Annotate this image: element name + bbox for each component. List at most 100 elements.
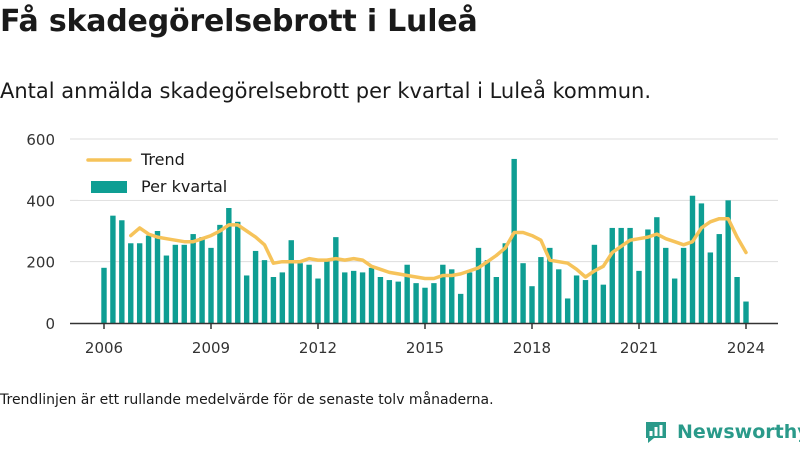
bar	[279, 272, 286, 323]
y-tick-label: 200	[26, 254, 55, 272]
bar	[377, 277, 384, 323]
bar	[350, 270, 357, 323]
bar	[208, 247, 214, 323]
bar	[449, 269, 455, 323]
footnote: Trendlinjen är ett rullande medelvärde f…	[0, 392, 494, 408]
y-tick-label: 0	[45, 315, 55, 333]
bar	[618, 227, 624, 323]
trend-line	[129, 216, 748, 281]
bar	[511, 158, 517, 323]
bar	[475, 247, 482, 323]
bar	[734, 277, 740, 323]
chart-subtitle: Antal anmälda skadegörelsebrott per kvar…	[0, 79, 651, 103]
bar	[627, 227, 633, 323]
bar	[671, 278, 678, 323]
legend: Trend Per kvartal	[78, 148, 248, 200]
bar	[252, 250, 259, 323]
bar	[315, 278, 321, 323]
brand-logo: Newsworthy	[644, 420, 800, 444]
bar	[413, 283, 419, 323]
bar	[654, 217, 660, 323]
bar	[101, 267, 107, 323]
bar	[128, 243, 134, 323]
x-tick-label: 2021	[620, 339, 658, 357]
bar	[457, 293, 464, 323]
bar	[359, 272, 366, 323]
bar	[440, 264, 446, 323]
legend-bar-label: Per kvartal	[141, 177, 227, 196]
bar	[725, 200, 731, 323]
bar	[243, 275, 250, 323]
bar	[217, 224, 223, 323]
bar-series	[101, 158, 749, 323]
x-tick-label: 2015	[406, 339, 444, 357]
bar	[564, 298, 571, 323]
y-axis-labels: 0 200 400 600	[26, 131, 55, 333]
bar	[636, 270, 642, 323]
bar	[582, 280, 589, 323]
bar	[698, 203, 705, 323]
bar	[689, 195, 696, 323]
bar	[395, 281, 401, 323]
bar	[154, 231, 161, 323]
brand-name: Newsworthy	[677, 421, 800, 443]
bar	[306, 264, 312, 323]
bar	[163, 255, 170, 323]
bar	[716, 234, 722, 323]
y-gridlines	[70, 138, 778, 263]
bar	[145, 235, 152, 323]
bar	[609, 227, 615, 323]
bar	[600, 284, 607, 323]
bar	[422, 287, 428, 323]
bar	[181, 244, 187, 323]
newsworthy-icon	[646, 422, 666, 443]
bar	[591, 244, 598, 323]
bar	[270, 277, 277, 323]
bar	[556, 269, 562, 323]
bar	[466, 272, 473, 323]
bar	[235, 221, 241, 323]
bar	[324, 258, 330, 323]
x-tick-label: 2024	[727, 339, 765, 357]
x-tick-label: 2012	[299, 339, 337, 357]
bar	[110, 215, 116, 323]
x-tick-label: 2006	[85, 339, 123, 357]
bar	[297, 263, 303, 323]
y-tick-label: 600	[26, 131, 55, 149]
bar	[707, 252, 714, 323]
bar	[538, 257, 544, 323]
bar	[502, 243, 508, 323]
bar	[119, 220, 125, 323]
bar	[190, 234, 196, 323]
bar	[573, 275, 580, 323]
legend-trend-label: Trend	[140, 150, 185, 169]
bar	[136, 243, 143, 323]
bar	[199, 237, 205, 323]
bar	[663, 247, 669, 323]
bar	[743, 301, 749, 323]
bar	[368, 267, 375, 323]
bar	[645, 229, 651, 323]
bar	[547, 247, 553, 323]
y-tick-label: 400	[26, 192, 55, 210]
bar	[493, 277, 500, 323]
x-axis-ticks: 2006 2009 2012 2015 2018 2021 2024	[85, 323, 765, 357]
x-tick-label: 2009	[192, 339, 230, 357]
bar	[529, 286, 535, 323]
bar	[404, 264, 410, 323]
bar	[431, 283, 437, 323]
x-tick-label: 2018	[513, 339, 551, 357]
chart-title: Få skadegörelsebrott i Luleå	[0, 4, 478, 39]
bar	[342, 272, 348, 323]
bar	[226, 208, 232, 323]
bar	[680, 247, 687, 323]
bar	[333, 237, 339, 323]
bar	[484, 260, 491, 323]
bar	[520, 263, 526, 323]
bar	[261, 260, 268, 323]
bar	[172, 244, 179, 323]
legend-bar-swatch	[91, 181, 127, 193]
bar	[386, 280, 393, 323]
bar	[288, 240, 294, 323]
